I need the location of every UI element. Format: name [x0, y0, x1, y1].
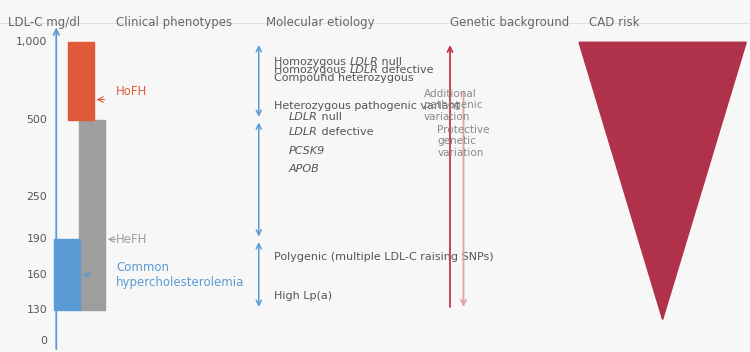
Text: 160: 160: [26, 270, 47, 279]
Text: LDLR: LDLR: [350, 57, 378, 67]
Text: 1,000: 1,000: [16, 37, 47, 47]
Text: 190: 190: [26, 234, 47, 244]
Text: APOB: APOB: [289, 164, 320, 174]
Text: 500: 500: [26, 115, 47, 125]
Text: defective: defective: [318, 127, 374, 137]
Text: Heterozygous pathogenic variant: Heterozygous pathogenic variant: [274, 101, 460, 111]
Text: LDLR: LDLR: [350, 65, 378, 75]
Text: 130: 130: [26, 305, 47, 315]
Text: LDL-C mg/dl: LDL-C mg/dl: [8, 16, 80, 29]
Text: defective: defective: [378, 65, 433, 75]
Polygon shape: [579, 42, 746, 320]
Text: null: null: [318, 112, 341, 121]
Text: Genetic background: Genetic background: [450, 16, 569, 29]
Text: Compound heterozygous: Compound heterozygous: [274, 73, 413, 83]
Text: Clinical phenotypes: Clinical phenotypes: [116, 16, 232, 29]
Text: HeFH: HeFH: [116, 233, 148, 246]
Text: 0: 0: [40, 337, 47, 346]
Text: null: null: [378, 57, 402, 67]
Text: Protective
genetic
variation: Protective genetic variation: [437, 125, 490, 158]
Text: HoFH: HoFH: [116, 85, 148, 98]
Text: High Lp(a): High Lp(a): [274, 291, 332, 301]
Bar: [54, 239, 80, 310]
Text: CAD risk: CAD risk: [589, 16, 639, 29]
Bar: [79, 120, 105, 310]
Text: 250: 250: [26, 192, 47, 202]
Text: Polygenic (multiple LDL-C raising SNPs): Polygenic (multiple LDL-C raising SNPs): [274, 252, 494, 262]
Text: Additional
pathogenic
variation: Additional pathogenic variation: [424, 89, 482, 122]
Text: Homozygous: Homozygous: [274, 57, 350, 67]
Text: LDLR: LDLR: [289, 112, 318, 121]
Text: Common
hypercholesterolemia: Common hypercholesterolemia: [116, 260, 244, 289]
Text: Homozygous: Homozygous: [274, 65, 350, 75]
Bar: [68, 42, 94, 120]
Text: PCSK9: PCSK9: [289, 146, 325, 156]
Text: Molecular etiology: Molecular etiology: [266, 16, 375, 29]
Text: LDLR: LDLR: [289, 127, 318, 137]
